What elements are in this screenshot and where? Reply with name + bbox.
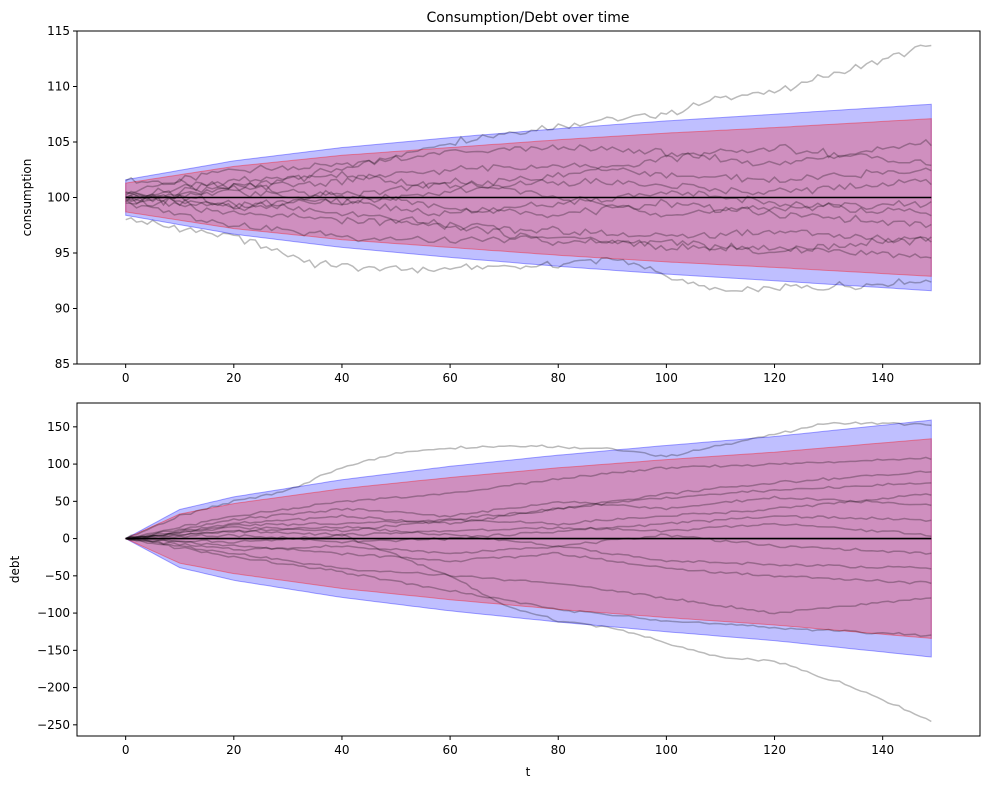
consumption-sample-path [125, 192, 932, 255]
consumption-x-tick-label: 140 [871, 371, 894, 385]
debt-x-ticks: 0 20 40 60 80 100 120 140 [122, 736, 894, 757]
debt-x-tick-label: 60 [442, 743, 457, 757]
debt-sample-path [125, 470, 932, 540]
debt-x-tick-label: 100 [655, 743, 678, 757]
consumption-y-tick-label: 110 [47, 80, 70, 94]
consumption-y-tick-label: 100 [47, 191, 70, 205]
debt-y-tick-label: −150 [37, 643, 70, 657]
consumption-sample-path [125, 44, 932, 190]
consumption-x-tick-label: 40 [334, 371, 349, 385]
debt-y-ticks: −250 −200 −150 −100 −50 0 50 100 150 [37, 420, 77, 732]
debt-sample-path [125, 495, 932, 540]
debt-y-tick-label: 50 [55, 494, 70, 508]
consumption-sample-path [125, 202, 932, 259]
debt-panel: 0 20 40 60 80 100 120 140 −250 −200 −150 −100 −50 0 5… [8, 402, 981, 779]
debt-y-tick-label: 100 [47, 457, 70, 471]
debt-sample-path [125, 533, 932, 555]
consumption-y-tick-label: 115 [47, 24, 70, 38]
debt-sample-path [125, 525, 932, 570]
consumption-sample-path [125, 162, 932, 205]
debt-x-tick-label: 0 [122, 743, 130, 757]
consumption-x-tick-label: 120 [763, 371, 786, 385]
debt-sample-path [125, 537, 932, 615]
debt-sample-path [125, 529, 932, 723]
consumption-sample-path [125, 199, 932, 246]
consumption-sample-path [125, 177, 932, 206]
consumption-plot-layer [125, 44, 932, 293]
consumption-y-tick-label: 95 [55, 246, 70, 260]
consumption-sample-path [125, 189, 932, 229]
debt-sample-path [125, 493, 932, 540]
debt-sample-path [125, 456, 932, 540]
debt-sample-path [125, 421, 932, 540]
debt-sample-path [125, 522, 932, 544]
consumption-x-tick-label: 100 [655, 371, 678, 385]
debt-x-tick-label: 140 [871, 743, 894, 757]
debt-y-tick-label: −50 [45, 569, 70, 583]
consumption-y-tick-label: 90 [55, 302, 70, 316]
chart-title: Consumption/Debt over time [427, 10, 630, 26]
consumption-x-tick-label: 60 [442, 371, 457, 385]
consumption-sample-path [125, 138, 932, 195]
consumption-sample-path [125, 143, 932, 197]
consumption-x-tick-label: 0 [122, 371, 130, 385]
debt-y-tick-label: −100 [37, 606, 70, 620]
debt-axes-frame [76, 402, 981, 737]
consumption-sample-path [125, 177, 932, 218]
consumption-x-tick-label: 20 [226, 371, 241, 385]
debt-sample-path [125, 537, 932, 585]
consumption-x-ticks: 0 20 40 60 80 100 120 140 [122, 364, 894, 385]
debt-y-tick-label: −250 [37, 718, 70, 732]
debt-x-tick-label: 120 [763, 743, 786, 757]
consumption-sample-path [125, 216, 932, 293]
consumption-y-tick-label: 85 [55, 357, 70, 371]
debt-sample-path [125, 537, 932, 637]
consumption-y-ticks: 85 90 95 100 105 110 115 [47, 24, 77, 371]
debt-y-tick-label: 0 [62, 532, 70, 546]
consumption-panel: 0 20 40 60 80 100 120 140 85 90 95 100 105 110 115 Co… [20, 10, 981, 385]
debt-plot-layer [124, 419, 932, 723]
consumption-y-tick-label: 105 [47, 135, 70, 149]
debt-x-tick-label: 80 [551, 743, 566, 757]
debt-y-tick-label: −200 [37, 681, 70, 695]
consumption-x-tick-label: 80 [551, 371, 566, 385]
debt-y-label: debt [8, 556, 22, 584]
debt-x-tick-label: 20 [226, 743, 241, 757]
consumption-y-label: consumption [20, 159, 34, 237]
debt-x-label: t [526, 765, 531, 779]
debt-sample-path [125, 514, 932, 544]
debt-sample-path [125, 482, 932, 540]
debt-x-tick-label: 40 [334, 743, 349, 757]
consumption-sample-path [125, 190, 932, 217]
debt-y-tick-label: 150 [47, 420, 70, 434]
